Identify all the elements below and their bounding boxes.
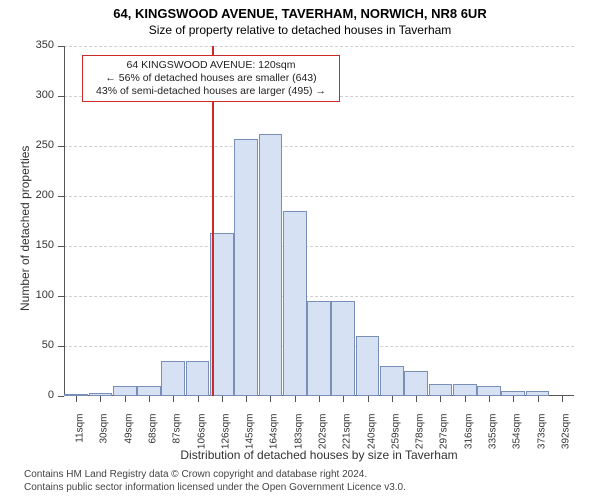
histogram-bar	[380, 366, 404, 396]
histogram-bar	[234, 139, 258, 396]
y-tick	[58, 196, 64, 197]
y-axis-label: Number of detached properties	[18, 146, 32, 311]
x-tick-label: 30sqm	[99, 414, 110, 458]
reference-annotation: 64 KINGSWOOD AVENUE: 120sqm ← 56% of det…	[82, 55, 340, 102]
x-tick-label: 68sqm	[148, 414, 159, 458]
x-tick-label: 392sqm	[560, 414, 571, 458]
x-tick	[440, 396, 441, 402]
histogram-bar	[404, 371, 428, 396]
annotation-line-2: ← 56% of detached houses are smaller (64…	[89, 72, 333, 85]
x-tick	[295, 396, 296, 402]
y-tick	[58, 296, 64, 297]
x-tick	[513, 396, 514, 402]
histogram-bar	[259, 134, 283, 396]
licence-line-1: Contains HM Land Registry data © Crown c…	[24, 468, 406, 481]
gridline	[64, 246, 574, 247]
histogram-bar	[331, 301, 355, 396]
x-tick	[100, 396, 101, 402]
histogram-bar	[283, 211, 307, 396]
x-tick-label: 145sqm	[245, 414, 256, 458]
y-tick-label: 50	[28, 339, 54, 351]
x-tick-label: 297sqm	[439, 414, 450, 458]
histogram-bar	[429, 384, 453, 396]
y-tick	[58, 396, 64, 397]
histogram-bar	[307, 301, 331, 396]
y-tick-label: 250	[28, 139, 54, 151]
histogram-bar	[186, 361, 210, 396]
x-tick	[489, 396, 490, 402]
annotation-line-3: 43% of semi-detached houses are larger (…	[89, 85, 333, 98]
x-tick	[465, 396, 466, 402]
page-title-line2: Size of property relative to detached ho…	[0, 23, 600, 37]
x-tick-label: 259sqm	[390, 414, 401, 458]
x-tick-label: 354sqm	[512, 414, 523, 458]
x-tick-label: 87sqm	[172, 414, 183, 458]
y-tick-label: 350	[28, 39, 54, 51]
x-tick	[538, 396, 539, 402]
histogram-bar	[356, 336, 380, 396]
x-tick-label: 221sqm	[342, 414, 353, 458]
x-tick	[149, 396, 150, 402]
x-tick	[368, 396, 369, 402]
y-tick-label: 200	[28, 189, 54, 201]
x-tick	[222, 396, 223, 402]
y-axis-line	[64, 46, 65, 396]
histogram-bar	[477, 386, 501, 396]
x-tick	[343, 396, 344, 402]
histogram-bar	[137, 386, 161, 396]
x-tick-label: 316sqm	[463, 414, 474, 458]
x-tick-label: 335sqm	[488, 414, 499, 458]
x-tick	[198, 396, 199, 402]
gridline	[64, 296, 574, 297]
y-tick-label: 0	[28, 389, 54, 401]
x-tick	[392, 396, 393, 402]
y-tick	[58, 96, 64, 97]
x-tick-label: 373sqm	[536, 414, 547, 458]
x-tick-label: 164sqm	[269, 414, 280, 458]
gridline	[64, 46, 574, 47]
histogram-bar	[453, 384, 477, 396]
x-tick	[173, 396, 174, 402]
x-tick	[246, 396, 247, 402]
histogram-bar	[113, 386, 137, 396]
x-tick-label: 49sqm	[123, 414, 134, 458]
y-tick-label: 150	[28, 239, 54, 251]
annotation-line-1: 64 KINGSWOOD AVENUE: 120sqm	[89, 59, 333, 72]
y-tick	[58, 246, 64, 247]
page-title-line1: 64, KINGSWOOD AVENUE, TAVERHAM, NORWICH,…	[0, 6, 600, 21]
x-tick	[416, 396, 417, 402]
gridline	[64, 146, 574, 147]
gridline	[64, 196, 574, 197]
y-tick-label: 300	[28, 89, 54, 101]
x-tick-label: 278sqm	[415, 414, 426, 458]
x-tick-label: 240sqm	[366, 414, 377, 458]
y-tick	[58, 346, 64, 347]
x-tick-label: 11sqm	[75, 414, 86, 458]
x-tick	[76, 396, 77, 402]
x-tick-label: 202sqm	[318, 414, 329, 458]
x-tick	[319, 396, 320, 402]
y-tick	[58, 146, 64, 147]
licence-line-2: Contains public sector information licen…	[24, 481, 406, 494]
histogram-bar	[161, 361, 185, 396]
licence-text: Contains HM Land Registry data © Crown c…	[24, 468, 406, 494]
y-tick-label: 100	[28, 289, 54, 301]
x-tick-label: 106sqm	[196, 414, 207, 458]
x-tick-label: 126sqm	[220, 414, 231, 458]
x-tick-label: 183sqm	[293, 414, 304, 458]
x-tick	[125, 396, 126, 402]
x-tick	[562, 396, 563, 402]
y-tick	[58, 46, 64, 47]
x-tick	[270, 396, 271, 402]
